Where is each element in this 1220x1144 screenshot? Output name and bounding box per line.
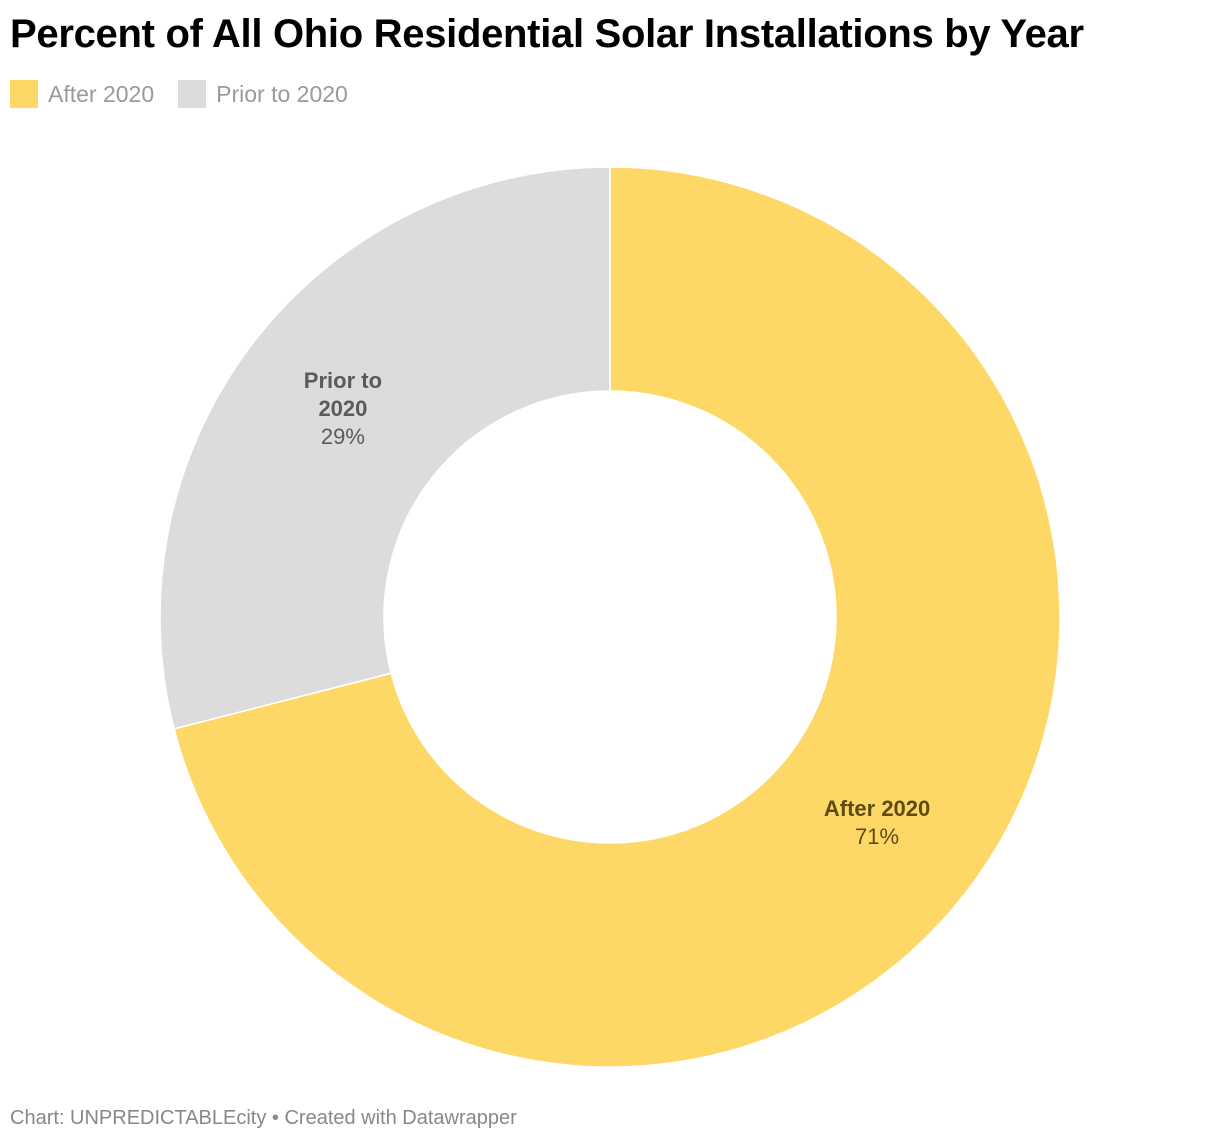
slice-label-prior-to-2020: 2020 [318,396,367,421]
slice-label-prior-to-2020: Prior to [304,368,382,393]
legend-label-prior-to-2020: Prior to 2020 [216,80,348,107]
chart-title: Percent of All Ohio Residential Solar In… [10,12,1084,56]
slice-label-after-2020: After 2020 [824,796,930,821]
legend-item-after-2020: After 2020 [10,80,154,108]
legend-label-after-2020: After 2020 [48,80,155,107]
chart-credit: Chart: UNPREDICTABLEcity • Created with … [10,1107,517,1129]
legend: After 2020 Prior to 2020 [10,80,372,108]
slice-value-after-2020: 71% [855,824,899,849]
legend-swatch-after-2020 [10,80,38,108]
legend-swatch-prior-to-2020 [178,80,207,108]
slice-value-prior-to-2020: 29% [321,424,365,449]
slice-prior-to-2020[interactable] [159,166,611,730]
slice-after-2020[interactable] [173,166,1061,1068]
legend-item-prior-to-2020: Prior to 2020 [178,80,348,108]
